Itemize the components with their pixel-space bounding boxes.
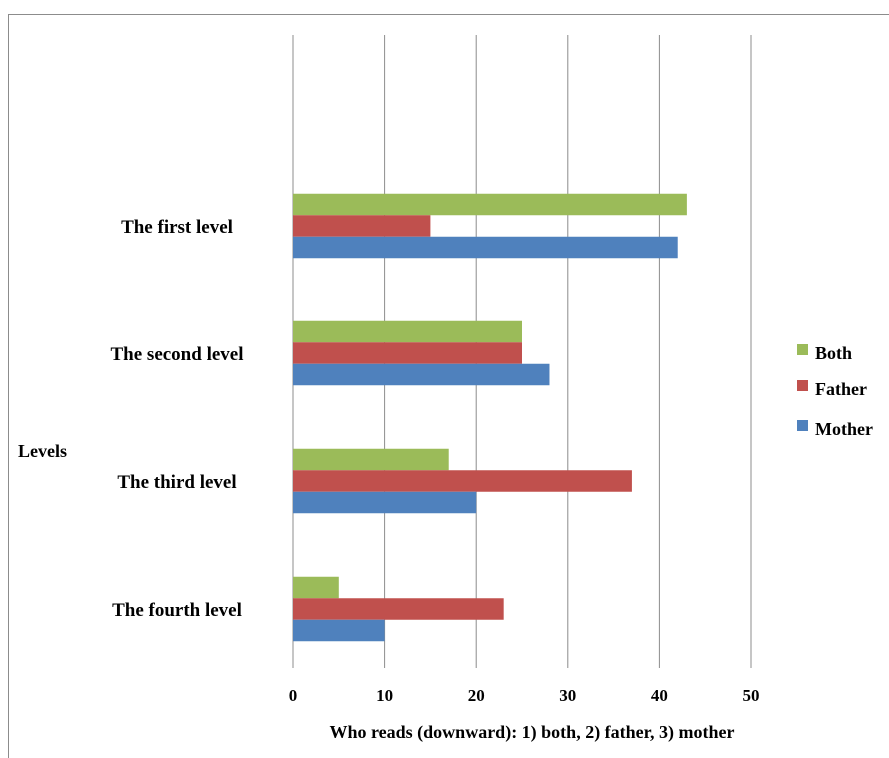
bar-mother-2 [293,363,550,386]
x-tick-label: 10 [376,686,393,705]
legend-swatch-father [797,380,808,391]
category-label: The fourth level [112,600,242,621]
x-tick-label: 50 [743,686,760,705]
legend-swatch-mother [797,420,808,431]
bar-both-1 [293,193,687,216]
legend-label-father: Father [815,379,867,399]
legend-label-both: Both [815,343,852,363]
bar-father-4 [293,598,504,620]
bar-both-4 [293,576,339,599]
bar-mother-3 [293,491,477,514]
x-tick-label: 20 [468,686,485,705]
legend-swatch-both [797,344,808,355]
x-axis-title: Who reads (downward): 1) both, 2) father… [330,722,735,743]
y-axis-title: Levels [18,441,67,461]
bar-father-2 [293,342,522,364]
chart-frame [8,14,889,758]
category-label: The first level [121,217,233,238]
legend-label-mother: Mother [815,419,873,439]
category-label: The third level [117,472,236,493]
bar-mother-1 [293,236,678,259]
x-tick-label: 30 [559,686,576,705]
bar-both-2 [293,320,522,343]
category-label: The second level [111,344,244,365]
bar-father-1 [293,215,431,237]
bar-father-3 [293,470,632,492]
x-tick-label: 0 [289,686,298,705]
x-tick-label: 40 [651,686,668,705]
bar-both-3 [293,448,449,471]
bar-mother-4 [293,619,385,642]
